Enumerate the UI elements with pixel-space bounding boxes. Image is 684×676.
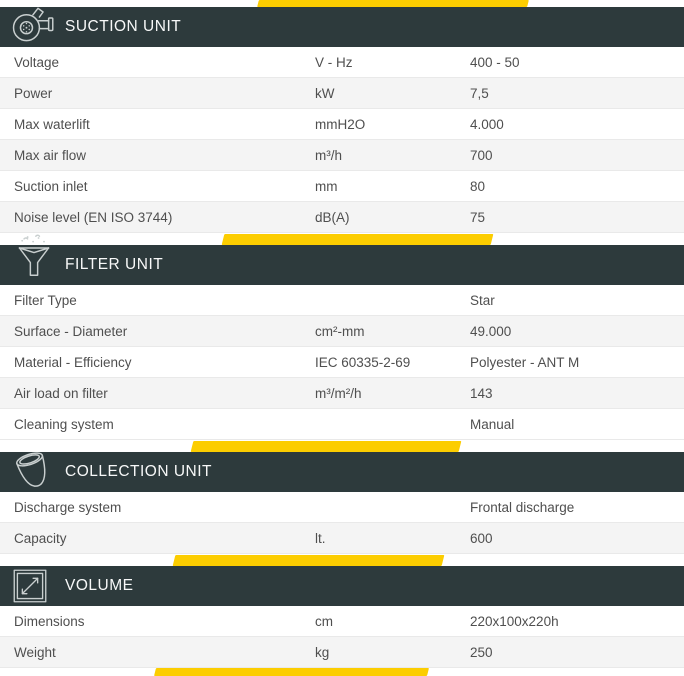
table-row: Dimensions cm 220x100x220h xyxy=(0,606,684,637)
row-label: Surface - Diameter xyxy=(14,323,128,339)
row-unit: m³/m²/h xyxy=(315,385,362,401)
yellow-highlight-bar xyxy=(257,0,529,7)
spec-section: SUCTION UNIT Voltage V - Hz 400 - 50 Pow… xyxy=(0,7,684,233)
yellow-highlight-bar xyxy=(221,233,494,245)
table-row: Voltage V - Hz 400 - 50 xyxy=(0,47,684,78)
row-value: 7,5 xyxy=(470,85,489,101)
row-unit: m³/h xyxy=(315,147,342,163)
table-row: Filter Type Star xyxy=(0,285,684,316)
table-row: Power kW 7,5 xyxy=(0,78,684,109)
section-header: FILTER UNIT xyxy=(0,234,684,285)
row-label: Filter Type xyxy=(14,292,77,308)
section-title: COLLECTION UNIT xyxy=(65,463,213,480)
row-label: Discharge system xyxy=(14,499,122,515)
row-label: Suction inlet xyxy=(14,178,88,194)
row-value: Polyester - ANT M xyxy=(470,354,580,370)
table-row: Capacity lt. 600 xyxy=(0,523,684,554)
row-label: Weight xyxy=(14,644,56,660)
spec-section: COLLECTION UNIT Discharge system Frontal… xyxy=(0,452,684,554)
row-value: Star xyxy=(470,292,495,308)
row-label: Capacity xyxy=(14,530,67,546)
row-value: 700 xyxy=(470,147,493,163)
section-gap xyxy=(0,233,684,245)
row-label: Power xyxy=(14,85,53,101)
row-value: Manual xyxy=(470,416,515,432)
row-unit: mmH2O xyxy=(315,116,366,132)
row-value: 49.000 xyxy=(470,323,512,339)
funnel-icon xyxy=(14,233,54,283)
section-rows: Dimensions cm 220x100x220h Weight kg 250 xyxy=(0,606,684,668)
section-gap xyxy=(0,554,684,566)
section-rows: Discharge system Frontal discharge Capac… xyxy=(0,492,684,554)
row-label: Air load on filter xyxy=(14,385,108,401)
row-unit: kW xyxy=(315,85,335,101)
section-rows: Filter Type Star Surface - Diameter cm²-… xyxy=(0,285,684,440)
table-row: Max air flow m³/h 700 xyxy=(0,140,684,171)
row-unit: lt. xyxy=(315,530,326,546)
section-title: VOLUME xyxy=(65,577,134,594)
row-label: Material - Efficiency xyxy=(14,354,132,370)
row-value: 600 xyxy=(470,530,493,546)
yellow-highlight-bar xyxy=(154,668,429,676)
row-value: 143 xyxy=(470,385,493,401)
row-value: 4.000 xyxy=(470,116,504,132)
section-rows: Voltage V - Hz 400 - 50 Power kW 7,5 Max… xyxy=(0,47,684,233)
section-gap xyxy=(0,668,684,676)
row-label: Voltage xyxy=(14,54,60,70)
row-unit: dB(A) xyxy=(315,209,350,225)
table-row: Cleaning system Manual xyxy=(0,409,684,440)
row-label: Noise level (EN ISO 3744) xyxy=(14,209,173,225)
row-unit: kg xyxy=(315,644,330,660)
row-unit: cm²-mm xyxy=(315,323,365,339)
row-value: 80 xyxy=(470,178,486,194)
row-unit: IEC 60335-2-69 xyxy=(315,354,411,370)
table-row: Suction inlet mm 80 xyxy=(0,171,684,202)
row-label: Max waterlift xyxy=(14,116,90,132)
section-gap xyxy=(0,440,684,452)
table-row: Discharge system Frontal discharge xyxy=(0,492,684,523)
section-title: FILTER UNIT xyxy=(65,256,164,273)
row-value: Frontal discharge xyxy=(470,499,575,515)
row-value: 75 xyxy=(470,209,486,225)
table-row: Material - Efficiency IEC 60335-2-69 Pol… xyxy=(0,347,684,378)
row-label: Max air flow xyxy=(14,147,87,163)
section-header: SUCTION UNIT xyxy=(0,7,684,47)
row-label: Dimensions xyxy=(14,613,85,629)
table-row: Surface - Diameter cm²-mm 49.000 xyxy=(0,316,684,347)
table-row: Noise level (EN ISO 3744) dB(A) 75 xyxy=(0,202,684,233)
table-row: Weight kg 250 xyxy=(0,637,684,668)
section-header: COLLECTION UNIT xyxy=(0,452,684,492)
row-value: 250 xyxy=(470,644,493,660)
row-unit: V - Hz xyxy=(315,54,353,70)
bucket-icon xyxy=(8,446,58,494)
section-title: SUCTION UNIT xyxy=(65,18,182,35)
yellow-highlight-bar xyxy=(190,440,462,452)
section-header: VOLUME xyxy=(0,566,684,606)
row-unit: cm xyxy=(315,613,333,629)
yellow-highlight-bar xyxy=(172,554,445,566)
blower-icon xyxy=(8,2,56,46)
row-unit: mm xyxy=(315,178,338,194)
table-row: Max waterlift mmH2O 4.000 xyxy=(0,109,684,140)
row-value: 220x100x220h xyxy=(470,613,559,629)
dimensions-icon xyxy=(12,568,48,604)
row-value: 400 - 50 xyxy=(470,54,520,70)
spec-section: VOLUME Dimensions cm 220x100x220h Weight… xyxy=(0,566,684,668)
table-row: Air load on filter m³/m²/h 143 xyxy=(0,378,684,409)
spec-section: FILTER UNIT Filter Type Star Surface - D… xyxy=(0,234,684,440)
row-label: Cleaning system xyxy=(14,416,114,432)
